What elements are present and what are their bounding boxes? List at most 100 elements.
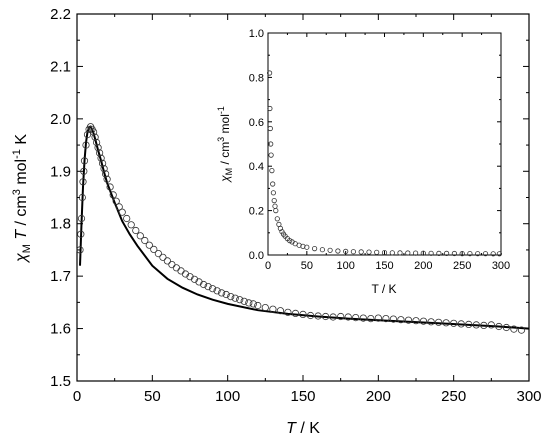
main-data-point (434, 318, 443, 326)
inset-y-tick-label: 0.6 (249, 117, 264, 129)
main-y-tick-label: 1.7 (50, 268, 71, 285)
inset-data-point (335, 248, 341, 254)
main-data-point (457, 320, 465, 328)
inset-data-point (267, 105, 273, 112)
main-data-point (154, 250, 162, 258)
main-data-point (103, 175, 111, 183)
inset-data-point (475, 251, 481, 257)
main-data-point (172, 264, 180, 272)
main-data-point (472, 321, 480, 329)
main-data-point (163, 257, 171, 265)
inset-data-point (311, 246, 318, 252)
main-data-point (109, 191, 117, 199)
main-data-point (141, 236, 149, 245)
main-x-axis-label: T / K (286, 420, 320, 437)
inset-data-point (389, 250, 395, 256)
inset-data-point (270, 181, 276, 187)
main-data-point (261, 303, 269, 312)
main-y-tick-label: 1.9 (50, 163, 71, 180)
inset-x-tick-label: 300 (492, 260, 510, 272)
main-data-point (93, 138, 101, 147)
main-data-point (76, 246, 84, 254)
main-x-tick-label: 200 (366, 388, 391, 405)
inset-data-point (451, 250, 457, 257)
main-data-point (91, 133, 99, 141)
main-data-point (269, 305, 277, 313)
main-data-point (254, 301, 262, 310)
main-data-point (412, 317, 420, 325)
inset-y-tick-label: 1.0 (249, 28, 264, 40)
inset-y-tick-label: 0.2 (249, 206, 264, 218)
inset-data-point (366, 249, 372, 255)
main-data-point (419, 317, 428, 325)
main-data-point (150, 245, 158, 253)
main-data-point (200, 280, 208, 289)
inset-data-point (459, 251, 465, 257)
inset-data-point (405, 250, 411, 256)
inset-y-axis-label: χM / cm3 mol-1 (216, 106, 234, 183)
inset-y-tick-label: 0.8 (249, 72, 264, 84)
inset-x-tick-label: 150 (375, 260, 393, 272)
inset-data-point (273, 208, 279, 214)
main-data-point (82, 141, 90, 149)
main-data-point (240, 297, 248, 305)
inset-data-point (266, 70, 273, 76)
main-data-point (306, 311, 315, 320)
main-data-point (177, 267, 185, 275)
inset-data-point (319, 247, 325, 253)
main-data-point (382, 314, 390, 323)
main-data-point (291, 309, 300, 317)
main-data-point (284, 308, 292, 316)
main-data-point (249, 300, 257, 308)
inset-data-point (267, 125, 273, 132)
main-y-axis-label: χM T / cm3 mol-1 K (11, 134, 33, 264)
inset-data-point (490, 251, 496, 257)
main-data-point (337, 312, 345, 321)
inset-ticks: 0 50 100 150 200 250 300 0.0 0.2 0.4 0.6 0.8 1.0 (249, 28, 510, 272)
main-data-point (77, 214, 86, 223)
main-data-point (510, 325, 518, 333)
main-data-point (299, 310, 307, 318)
inset-data-point (268, 141, 274, 147)
main-data-point (480, 321, 488, 329)
main-data-point (136, 232, 144, 240)
main-x-tick-label: 100 (215, 388, 240, 405)
main-data-point (442, 319, 450, 327)
inset-x-tick-label: 50 (301, 260, 313, 272)
inset-data-point (420, 250, 426, 256)
inset-x-axis-label: T / K (371, 282, 396, 296)
inset-data-point (274, 216, 280, 222)
main-data-point (245, 299, 253, 307)
main-data-point (78, 193, 86, 202)
main-data-point (321, 312, 330, 321)
inset-data-point (350, 249, 356, 255)
main-data-point (236, 296, 244, 304)
main-data-point (168, 260, 176, 269)
inset-data-point (269, 168, 275, 174)
inset-data-point (381, 250, 388, 256)
inset-data-point (428, 250, 434, 256)
main-data-point (99, 159, 107, 167)
main-points-layer (76, 123, 526, 334)
main-data-point (231, 294, 239, 302)
main-x-tick-label: 300 (516, 388, 541, 405)
main-data-point (145, 241, 153, 249)
main-data-point (132, 226, 140, 235)
main-y-tick-label: 2.2 (50, 6, 71, 23)
main-data-point (427, 318, 435, 326)
inset-data-point (412, 250, 419, 256)
inset-data-point (482, 251, 489, 257)
inset-data-point (343, 248, 349, 254)
main-data-point (204, 282, 212, 291)
main-data-point (502, 323, 510, 332)
main-data-point (97, 154, 105, 162)
main-data-point (96, 149, 104, 157)
main-data-point (517, 326, 526, 334)
main-data-point (495, 322, 503, 331)
main-data-point (94, 144, 102, 152)
main-y-tick-label: 2.1 (50, 58, 71, 75)
main-data-point (213, 287, 221, 295)
main-data-point (389, 315, 397, 323)
inset-data-point (496, 251, 502, 257)
main-data-point (159, 253, 167, 261)
